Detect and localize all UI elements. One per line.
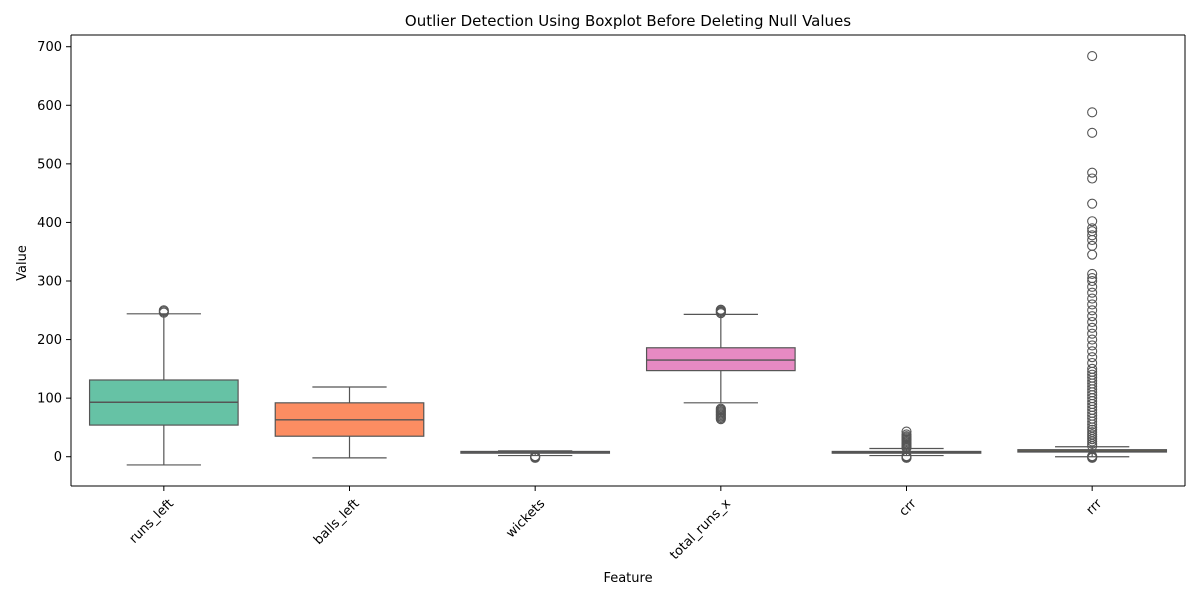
outlier-point xyxy=(1087,322,1098,333)
outlier-point xyxy=(1087,311,1098,322)
outlier-point xyxy=(1087,223,1098,234)
outlier-point xyxy=(715,304,726,315)
x-tick-label: runs_left xyxy=(127,496,177,546)
outlier-point xyxy=(1087,429,1098,440)
outlier-point xyxy=(1087,299,1098,310)
outlier-point xyxy=(1087,316,1098,328)
x-tick-label: crr xyxy=(896,496,920,520)
outlier-point xyxy=(1087,167,1098,178)
outlier-point xyxy=(1087,346,1098,357)
outlier-point xyxy=(1087,363,1098,374)
outlier-point xyxy=(1087,334,1098,345)
y-axis-label: Value xyxy=(15,245,30,281)
y-tick-label: 200 xyxy=(37,333,62,348)
outlier-point xyxy=(1087,424,1098,435)
x-tick-label: rrr xyxy=(1084,496,1106,518)
outlier-point xyxy=(1087,216,1098,227)
outlier-point xyxy=(1087,51,1098,62)
outlier-point xyxy=(1087,357,1098,369)
y-tick-label: 400 xyxy=(37,216,62,231)
chart-title: Outlier Detection Using Boxplot Before D… xyxy=(405,12,851,30)
outlier-point xyxy=(158,305,169,316)
outlier-point xyxy=(1087,275,1098,287)
outlier-point xyxy=(1087,230,1098,241)
outlier-point xyxy=(901,429,912,440)
outlier-point xyxy=(1087,107,1098,118)
outlier-point xyxy=(1087,127,1098,138)
outlier-point xyxy=(1087,198,1098,209)
outlier-point xyxy=(1087,226,1098,237)
outlier-point xyxy=(530,451,541,462)
y-tick-label: 500 xyxy=(37,157,62,172)
outlier-point xyxy=(1087,328,1098,339)
outlier-point xyxy=(1087,340,1098,351)
plot-area: 0 100 200 300 400 500 600 700 runs_left balls_lef… xyxy=(37,34,1186,563)
outlier-point xyxy=(1087,293,1098,304)
outlier-point xyxy=(1087,369,1098,380)
y-tick-label: 300 xyxy=(37,275,62,290)
outlier-point xyxy=(1087,451,1098,462)
outlier-point xyxy=(1087,287,1098,298)
x-tick-label: balls_left xyxy=(311,496,362,547)
outlier-point xyxy=(1087,249,1098,260)
outlier-point xyxy=(1087,305,1098,316)
x-axis-label: Feature xyxy=(603,571,652,586)
outlier-point xyxy=(715,403,726,414)
y-tick-label: 700 xyxy=(37,40,62,55)
y-tick-label: 600 xyxy=(37,99,62,114)
outlier-point xyxy=(1087,240,1098,251)
x-tick-label: total_runs_x xyxy=(667,496,734,563)
outlier-point xyxy=(1087,173,1098,184)
box-total_runs_x xyxy=(645,347,796,372)
outlier-point xyxy=(1087,352,1098,363)
outlier-point xyxy=(1087,268,1098,280)
x-tick-label: wickets xyxy=(503,496,548,541)
y-tick-label: 100 xyxy=(37,392,62,407)
outlier-point xyxy=(901,426,912,437)
outlier-point xyxy=(1087,427,1098,438)
y-tick-label: 0 xyxy=(54,450,62,465)
outlier-point xyxy=(1087,273,1098,284)
